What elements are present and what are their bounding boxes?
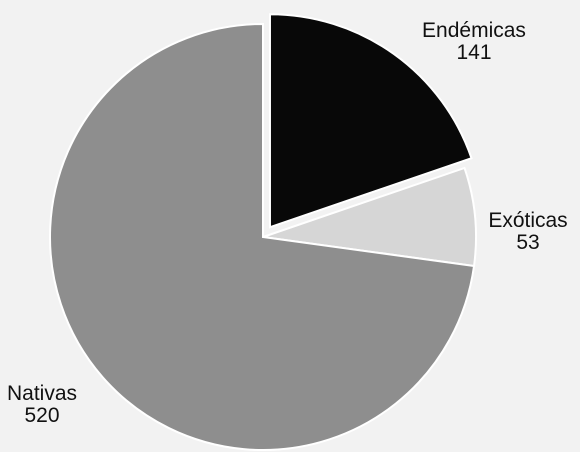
- pie-slice-endemicas: [268, 13, 473, 229]
- label-endemicas-name: Endémicas: [422, 19, 526, 42]
- pie-slice-nativas: [49, 22, 476, 451]
- label-nativas-name: Nativas: [6, 382, 78, 405]
- label-exoticas: Exóticas 53: [478, 210, 578, 254]
- pie-slices: [49, 13, 477, 451]
- label-exoticas-name: Exóticas: [488, 209, 568, 232]
- label-nativas: Nativas 520: [0, 383, 84, 427]
- pie-slice-exoticas: [262, 166, 477, 268]
- label-exoticas-value: 53: [516, 231, 540, 254]
- label-nativas-value: 520: [24, 404, 60, 427]
- label-endemicas: Endémicas 141: [408, 20, 540, 64]
- label-endemicas-value: 141: [456, 41, 492, 64]
